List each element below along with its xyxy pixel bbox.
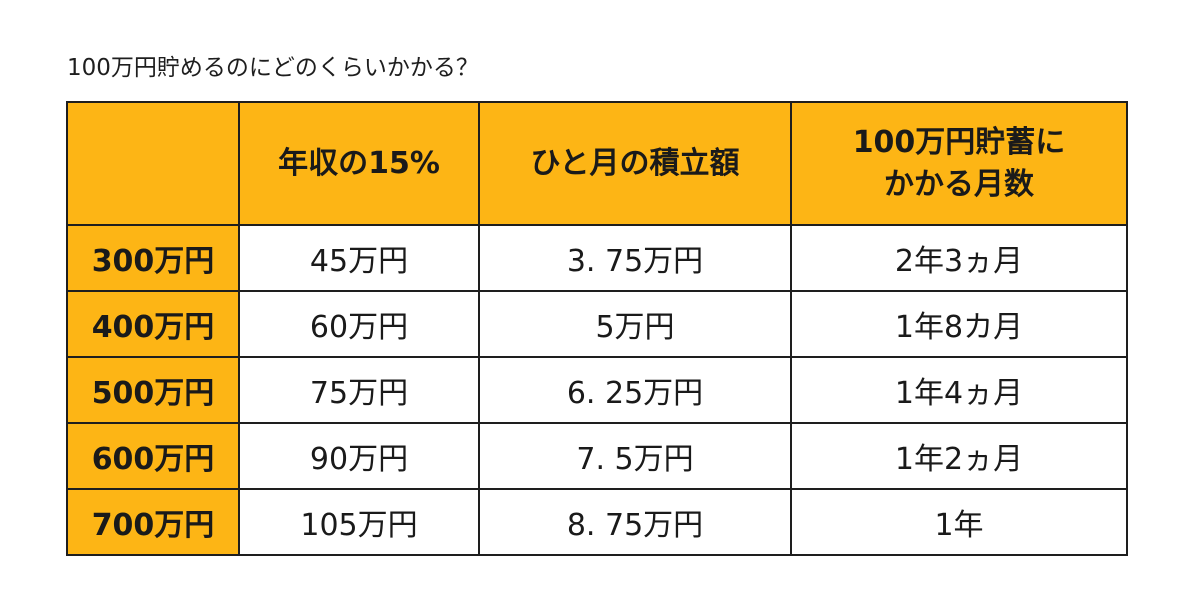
monthly-cell: 5万円: [478, 290, 792, 358]
fifteen-percent-cell: 105万円: [238, 488, 480, 556]
table-row: 300万円 45万円 3. 75万円 2年3ヵ月: [66, 224, 1128, 292]
fifteen-percent-cell: 60万円: [238, 290, 480, 358]
months-cell: 1年2ヵ月: [790, 422, 1128, 490]
header-row: 年収の15% ひと月の積立額 100万円貯蓄に かかる月数: [66, 101, 1128, 226]
row-income-cell: 500万円: [66, 356, 240, 424]
savings-table: 年収の15% ひと月の積立額 100万円貯蓄に かかる月数 300万円 45万円…: [66, 101, 1128, 556]
months-cell: 1年4ヵ月: [790, 356, 1128, 424]
monthly-cell: 3. 75万円: [478, 224, 792, 292]
fifteen-percent-cell: 75万円: [238, 356, 480, 424]
table-row: 700万円 105万円 8. 75万円 1年: [66, 488, 1128, 556]
row-income-cell: 700万円: [66, 488, 240, 556]
header-monthly: ひと月の積立額: [478, 101, 792, 226]
header-months-line2: かかる月数: [884, 166, 1034, 202]
row-income-cell: 300万円: [66, 224, 240, 292]
months-cell: 1年8カ月: [790, 290, 1128, 358]
table-caption: 100万円貯めるのにどのくらいかかる？: [67, 55, 479, 81]
table-row: 600万円 90万円 7. 5万円 1年2ヵ月: [66, 422, 1128, 490]
row-income-cell: 400万円: [66, 290, 240, 358]
monthly-cell: 6. 25万円: [478, 356, 792, 424]
header-income: [66, 101, 240, 226]
table-row: 400万円 60万円 5万円 1年8カ月: [66, 290, 1128, 358]
header-fifteen-percent: 年収の15%: [238, 101, 480, 226]
table-row: 500万円 75万円 6. 25万円 1年4ヵ月: [66, 356, 1128, 424]
header-months: 100万円貯蓄に かかる月数: [790, 101, 1128, 226]
header-months-line1: 100万円貯蓄に: [852, 124, 1066, 160]
fifteen-percent-cell: 90万円: [238, 422, 480, 490]
fifteen-percent-cell: 45万円: [238, 224, 480, 292]
monthly-cell: 7. 5万円: [478, 422, 792, 490]
monthly-cell: 8. 75万円: [478, 488, 792, 556]
months-cell: 1年: [790, 488, 1128, 556]
row-income-cell: 600万円: [66, 422, 240, 490]
months-cell: 2年3ヵ月: [790, 224, 1128, 292]
